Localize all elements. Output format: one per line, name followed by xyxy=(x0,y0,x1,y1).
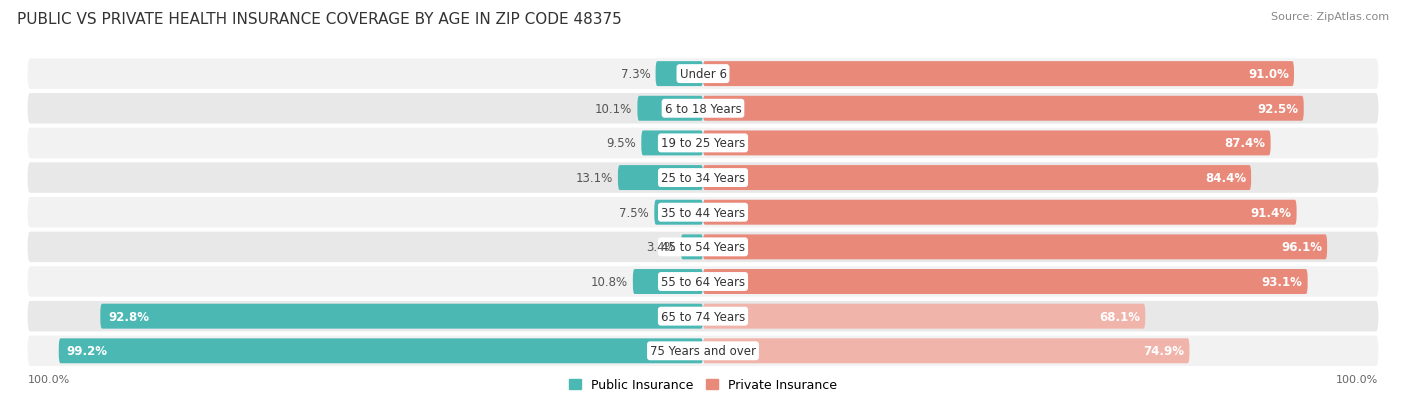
Text: 93.1%: 93.1% xyxy=(1261,275,1302,288)
Text: 74.9%: 74.9% xyxy=(1143,344,1184,357)
FancyBboxPatch shape xyxy=(637,97,703,121)
Text: Source: ZipAtlas.com: Source: ZipAtlas.com xyxy=(1271,12,1389,22)
FancyBboxPatch shape xyxy=(703,166,1251,190)
Text: 99.2%: 99.2% xyxy=(66,344,107,357)
Legend: Public Insurance, Private Insurance: Public Insurance, Private Insurance xyxy=(568,378,838,391)
Text: 13.1%: 13.1% xyxy=(575,172,613,185)
Text: 35 to 44 Years: 35 to 44 Years xyxy=(661,206,745,219)
FancyBboxPatch shape xyxy=(28,94,1378,124)
FancyBboxPatch shape xyxy=(703,200,1296,225)
FancyBboxPatch shape xyxy=(28,128,1378,159)
FancyBboxPatch shape xyxy=(703,339,1189,363)
FancyBboxPatch shape xyxy=(703,97,1303,121)
Text: 100.0%: 100.0% xyxy=(28,375,70,385)
Text: 7.5%: 7.5% xyxy=(620,206,650,219)
FancyBboxPatch shape xyxy=(28,232,1378,263)
FancyBboxPatch shape xyxy=(703,269,1308,294)
Text: 45 to 54 Years: 45 to 54 Years xyxy=(661,241,745,254)
Text: 6 to 18 Years: 6 to 18 Years xyxy=(665,102,741,116)
FancyBboxPatch shape xyxy=(654,200,703,225)
Text: 10.1%: 10.1% xyxy=(595,102,633,116)
Text: 65 to 74 Years: 65 to 74 Years xyxy=(661,310,745,323)
Text: Under 6: Under 6 xyxy=(679,68,727,81)
FancyBboxPatch shape xyxy=(28,301,1378,332)
FancyBboxPatch shape xyxy=(28,197,1378,228)
FancyBboxPatch shape xyxy=(28,336,1378,366)
FancyBboxPatch shape xyxy=(28,267,1378,297)
Text: 9.5%: 9.5% xyxy=(606,137,636,150)
Text: 96.1%: 96.1% xyxy=(1281,241,1322,254)
Text: 25 to 34 Years: 25 to 34 Years xyxy=(661,172,745,185)
FancyBboxPatch shape xyxy=(703,235,1327,260)
Text: 68.1%: 68.1% xyxy=(1099,310,1140,323)
Text: 7.3%: 7.3% xyxy=(620,68,651,81)
FancyBboxPatch shape xyxy=(703,62,1294,87)
Text: PUBLIC VS PRIVATE HEALTH INSURANCE COVERAGE BY AGE IN ZIP CODE 48375: PUBLIC VS PRIVATE HEALTH INSURANCE COVER… xyxy=(17,12,621,27)
FancyBboxPatch shape xyxy=(617,166,703,190)
Text: 91.4%: 91.4% xyxy=(1250,206,1291,219)
FancyBboxPatch shape xyxy=(703,131,1271,156)
FancyBboxPatch shape xyxy=(681,235,703,260)
FancyBboxPatch shape xyxy=(633,269,703,294)
Text: 84.4%: 84.4% xyxy=(1205,172,1246,185)
Text: 19 to 25 Years: 19 to 25 Years xyxy=(661,137,745,150)
Text: 75 Years and over: 75 Years and over xyxy=(650,344,756,357)
FancyBboxPatch shape xyxy=(703,304,1146,329)
FancyBboxPatch shape xyxy=(28,59,1378,90)
Text: 91.0%: 91.0% xyxy=(1249,68,1289,81)
Text: 10.8%: 10.8% xyxy=(591,275,627,288)
Text: 3.4%: 3.4% xyxy=(645,241,676,254)
FancyBboxPatch shape xyxy=(28,163,1378,193)
Text: 87.4%: 87.4% xyxy=(1225,137,1265,150)
FancyBboxPatch shape xyxy=(100,304,703,329)
Text: 100.0%: 100.0% xyxy=(1336,375,1378,385)
FancyBboxPatch shape xyxy=(655,62,703,87)
Text: 55 to 64 Years: 55 to 64 Years xyxy=(661,275,745,288)
Text: 92.5%: 92.5% xyxy=(1257,102,1299,116)
Text: 92.8%: 92.8% xyxy=(108,310,149,323)
FancyBboxPatch shape xyxy=(59,339,703,363)
FancyBboxPatch shape xyxy=(641,131,703,156)
